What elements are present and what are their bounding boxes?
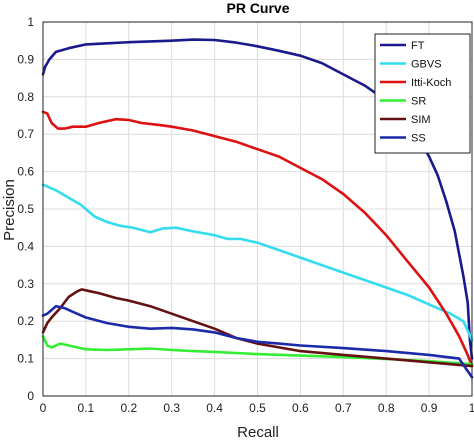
y-tick-label: 0.6 <box>17 165 34 179</box>
y-tick-label: 0.9 <box>17 52 34 66</box>
legend-label-ss: SS <box>411 133 426 145</box>
x-tick-labels: 0 0.1 0.2 0.3 0.4 0.5 0.6 0.7 0.8 0.9 1 <box>40 401 474 415</box>
series-line-sim <box>41 288 474 368</box>
x-tick-label: 0.7 <box>335 401 352 415</box>
y-tick-label: 0.7 <box>17 127 34 141</box>
legend-label-sim: SIM <box>411 114 431 126</box>
y-tick-labels: 0 0.1 0.2 0.3 0.4 0.5 0.6 0.7 0.8 0.9 1 <box>17 15 34 403</box>
y-axis-label: Precision <box>1 179 18 241</box>
legend: FT GBVS Itti-Koch SR SIM SS <box>374 33 471 154</box>
y-tick-label: 0.4 <box>17 239 34 253</box>
y-tick-label: 1 <box>27 15 34 29</box>
x-axis-label: Recall <box>237 424 279 440</box>
x-tick-label: 0.9 <box>421 401 438 415</box>
legend-label-gbvs: GBVS <box>411 59 442 71</box>
series-lines <box>41 38 474 379</box>
x-tick-label: 0.6 <box>292 401 309 415</box>
x-tick-label: 0.5 <box>249 401 266 415</box>
legend-label-ft: FT <box>411 40 425 52</box>
x-tick-label: 0.4 <box>206 401 223 415</box>
legend-label-itti-koch: Itti-Koch <box>411 77 451 89</box>
x-tick-label: 0.3 <box>163 401 180 415</box>
y-tick-label: 0.8 <box>17 90 34 104</box>
y-tick-label: 0.1 <box>17 352 34 366</box>
x-tick-label: 0.2 <box>120 401 137 415</box>
y-tick-label: 0 <box>27 389 34 403</box>
y-tick-label: 0.5 <box>17 202 34 216</box>
x-tick-label: 1 <box>469 401 474 415</box>
x-tick-label: 0 <box>40 401 47 415</box>
legend-box <box>374 33 471 154</box>
series-line-ft <box>41 38 474 360</box>
series-line-ss <box>41 304 474 379</box>
series-line-sr <box>41 334 474 366</box>
y-tick-label: 0.3 <box>17 277 34 291</box>
y-tick-label: 0.2 <box>17 314 34 328</box>
chart-title: PR Curve <box>226 0 289 16</box>
series-line-gbvs <box>41 183 474 342</box>
plot-frame <box>42 21 473 397</box>
x-tick-label: 0.8 <box>378 401 395 415</box>
legend-label-sr: SR <box>411 96 426 108</box>
series-line-itti-koch <box>41 110 474 368</box>
x-tick-label: 0.1 <box>78 401 95 415</box>
